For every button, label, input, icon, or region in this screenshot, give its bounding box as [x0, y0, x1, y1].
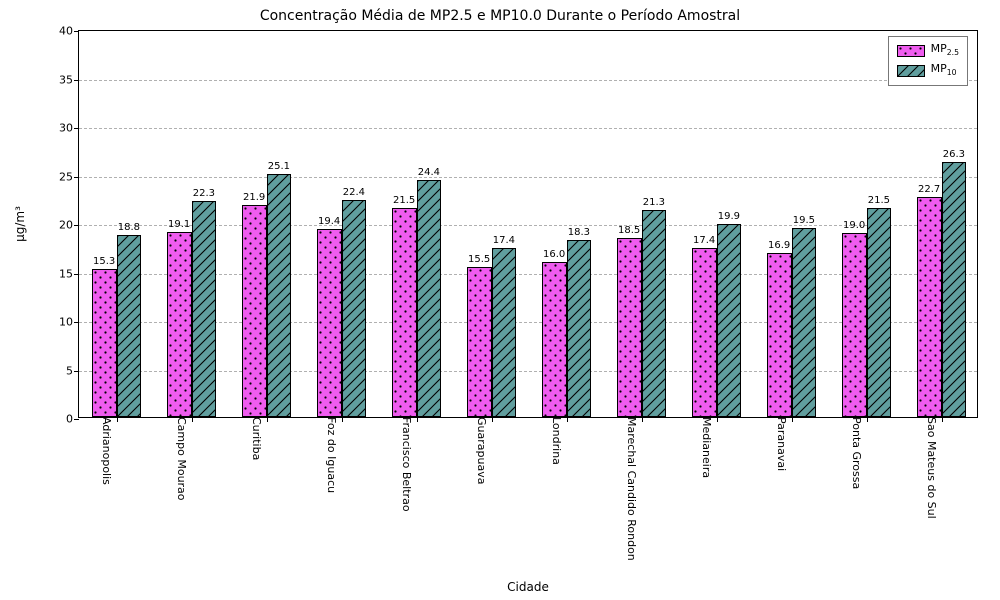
- bar-MP10: [567, 240, 592, 418]
- bar-MP10: [342, 200, 367, 417]
- bar-MP2.5: [242, 205, 267, 417]
- bar-MP10: [492, 248, 517, 417]
- xtick-label: Medianeira: [700, 417, 721, 478]
- bar-value-label: 19.5: [793, 215, 815, 226]
- plot-area: 15.3 18.8 19.1 22.3 21.9 25.1 19.4 22.4 21.5 24.4…: [78, 30, 978, 418]
- bar-value-label: 18.8: [118, 222, 140, 233]
- gridline: [79, 128, 977, 129]
- xtick-label: Sao Mateus do Sul: [925, 417, 946, 519]
- bar-value-label: 21.9: [243, 192, 265, 203]
- legend-item: MP10: [897, 61, 959, 81]
- legend-item: MP2.5: [897, 41, 959, 61]
- legend-label: MP10: [931, 61, 957, 81]
- bar-MP2.5: [467, 267, 492, 417]
- bar-value-label: 19.0: [843, 220, 865, 231]
- legend: MP2.5MP10: [888, 36, 968, 86]
- bar-MP2.5: [617, 238, 642, 417]
- bar-MP2.5: [317, 229, 342, 417]
- plot-inner-clip: 15.3 18.8 19.1 22.3 21.9 25.1 19.4 22.4 21.5 24.4…: [79, 31, 977, 417]
- bar-MP10: [717, 224, 742, 417]
- bar-value-label: 25.1: [268, 161, 290, 172]
- bar-MP10: [642, 210, 667, 417]
- xtick-label: Foz do Iguacu: [325, 417, 346, 493]
- ytick-label: 5: [66, 364, 79, 377]
- bar-value-label: 19.9: [718, 211, 740, 222]
- ytick-label: 25: [59, 170, 79, 183]
- bar-value-label: 16.9: [768, 240, 790, 251]
- xtick-label: Guarapuava: [475, 417, 496, 484]
- xtick-label: Marechal Candido Rondon: [625, 417, 646, 561]
- bar-MP2.5: [842, 233, 867, 417]
- bar-MP10: [942, 162, 967, 417]
- bar-value-label: 21.5: [868, 195, 890, 206]
- ytick-label: 30: [59, 122, 79, 135]
- bar-MP2.5: [542, 262, 567, 417]
- xtick-label: Adrianopolis: [100, 417, 121, 485]
- ytick-label: 20: [59, 219, 79, 232]
- bar-value-label: 21.5: [393, 195, 415, 206]
- y-axis-label: µg/m³: [13, 206, 27, 242]
- legend-swatch: [897, 65, 925, 77]
- bar-value-label: 22.3: [193, 188, 215, 199]
- bar-MP10: [867, 208, 892, 417]
- bar-MP2.5: [167, 232, 192, 417]
- bar-value-label: 15.3: [93, 256, 115, 267]
- bar-value-label: 22.4: [343, 187, 365, 198]
- bar-MP2.5: [917, 197, 942, 417]
- bar-MP2.5: [692, 248, 717, 417]
- bar-MP2.5: [767, 253, 792, 417]
- legend-swatch: [897, 45, 925, 57]
- ytick-label: 15: [59, 267, 79, 280]
- bar-value-label: 24.4: [418, 167, 440, 178]
- chart-title: Concentração Média de MP2.5 e MP10.0 Dur…: [0, 8, 1000, 24]
- bar-MP10: [192, 201, 217, 417]
- bar-value-label: 17.4: [493, 235, 515, 246]
- bar-value-label: 18.5: [618, 225, 640, 236]
- ytick-label: 35: [59, 73, 79, 86]
- gridline: [79, 80, 977, 81]
- xtick-label: Ponta Grossa: [850, 417, 871, 489]
- bar-MP2.5: [92, 269, 117, 417]
- bar-value-label: 26.3: [943, 149, 965, 160]
- legend-label: MP2.5: [931, 41, 959, 61]
- bar-value-label: 17.4: [693, 235, 715, 246]
- xtick-label: Campo Mourao: [175, 417, 196, 501]
- xtick-label: Curitiba: [250, 417, 271, 460]
- bar-MP10: [117, 235, 142, 417]
- bar-value-label: 21.3: [643, 197, 665, 208]
- ytick-label: 40: [59, 25, 79, 38]
- bar-value-label: 18.3: [568, 227, 590, 238]
- xtick-label: Paranavai: [775, 417, 796, 471]
- bar-MP2.5: [392, 208, 417, 417]
- bar-value-label: 15.5: [468, 254, 490, 265]
- xtick-label: Francisco Beltrao: [400, 417, 421, 512]
- bar-value-label: 19.4: [318, 216, 340, 227]
- bar-MP10: [267, 174, 292, 417]
- x-axis-label: Cidade: [78, 580, 978, 594]
- gridline: [79, 177, 977, 178]
- bar-value-label: 22.7: [918, 184, 940, 195]
- bar-value-label: 19.1: [168, 219, 190, 230]
- ytick-label: 10: [59, 316, 79, 329]
- ytick-label: 0: [66, 413, 79, 426]
- bar-MP10: [417, 180, 442, 417]
- bar-value-label: 16.0: [543, 249, 565, 260]
- xtick-label: Londrina: [550, 417, 571, 465]
- bar-MP10: [792, 228, 817, 417]
